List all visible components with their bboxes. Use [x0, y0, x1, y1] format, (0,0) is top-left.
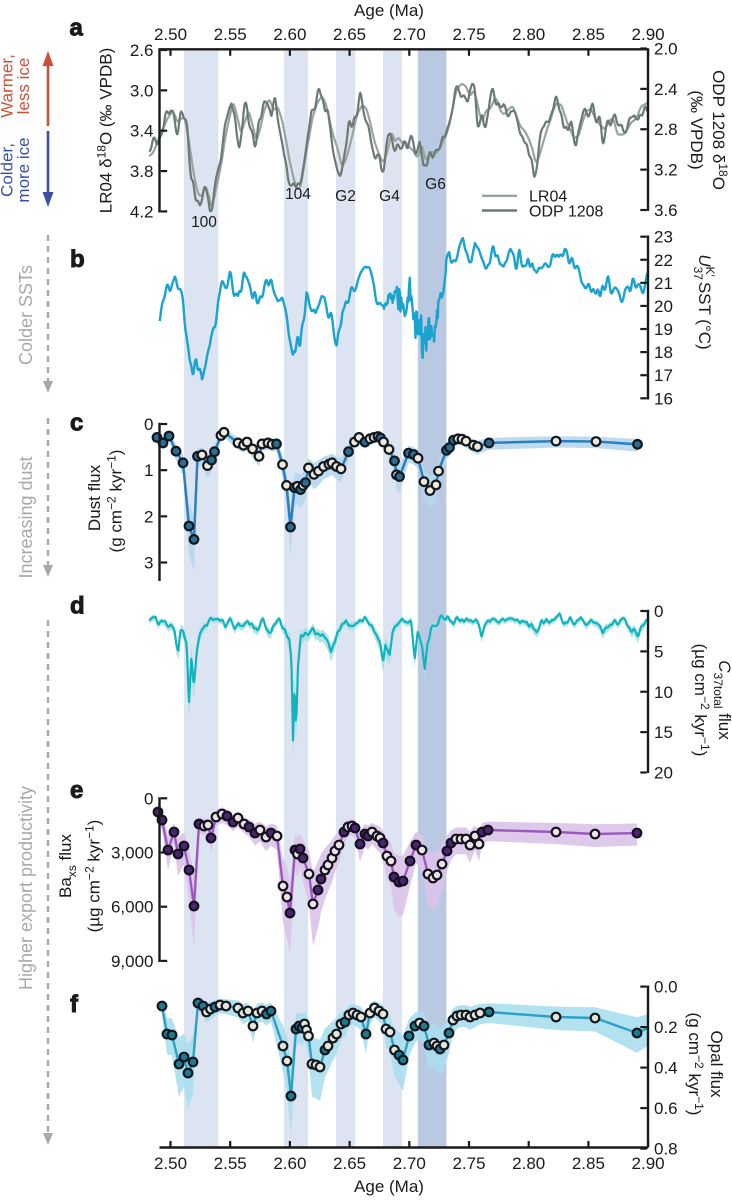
svg-text:Opal flux: Opal flux — [707, 1030, 726, 1098]
svg-text:3: 3 — [144, 554, 153, 573]
svg-text:2.75: 2.75 — [452, 25, 485, 44]
svg-text:3.4: 3.4 — [130, 122, 154, 141]
svg-text:20: 20 — [654, 297, 673, 316]
svg-text:d: d — [70, 593, 85, 620]
svg-text:0: 0 — [654, 602, 663, 621]
svg-text:17: 17 — [654, 366, 673, 385]
svg-text:ODP 1208 δ18O: ODP 1208 δ18O — [709, 70, 730, 190]
svg-text:less ice: less ice — [14, 58, 33, 115]
svg-text:2.60: 2.60 — [273, 25, 306, 44]
svg-text:Baxs flux: Baxs flux — [56, 834, 79, 898]
svg-text:4.2: 4.2 — [130, 202, 154, 221]
svg-text:2.90: 2.90 — [632, 1154, 665, 1173]
svg-text:C37total flux: C37total flux — [711, 660, 732, 740]
svg-text:G6: G6 — [425, 176, 446, 193]
svg-text:2.6: 2.6 — [130, 41, 154, 60]
svg-text:0: 0 — [144, 789, 153, 808]
svg-text:6,000: 6,000 — [111, 898, 154, 917]
svg-text:Age (Ma): Age (Ma) — [354, 1, 424, 20]
svg-text:2.80: 2.80 — [512, 1154, 545, 1173]
svg-text:Higher export productivity: Higher export productivity — [16, 786, 36, 990]
svg-text:G4: G4 — [379, 188, 400, 205]
svg-text:f: f — [70, 991, 79, 1018]
svg-text:2.80: 2.80 — [512, 25, 545, 44]
svg-text:2.55: 2.55 — [214, 25, 247, 44]
svg-text:22: 22 — [654, 251, 673, 270]
svg-text:104: 104 — [285, 186, 311, 203]
svg-text:a: a — [70, 15, 84, 42]
svg-text:Colder,: Colder, — [0, 143, 17, 197]
svg-text:0: 0 — [144, 415, 153, 434]
svg-text:more ice: more ice — [14, 137, 33, 202]
svg-text:10: 10 — [654, 683, 673, 702]
svg-text:(µg cm−2 kyr−1): (µg cm−2 kyr−1) — [83, 820, 104, 933]
svg-text:19: 19 — [654, 320, 673, 339]
svg-text:2.8: 2.8 — [654, 120, 678, 139]
svg-text:18: 18 — [654, 343, 673, 362]
svg-text:LR04 δ18O (‰ VPDB): LR04 δ18O (‰ VPDB) — [95, 48, 116, 213]
svg-text:20: 20 — [654, 764, 673, 783]
svg-text:LR04: LR04 — [529, 189, 567, 206]
svg-text:3.6: 3.6 — [654, 201, 678, 220]
svg-text:3.8: 3.8 — [130, 162, 154, 181]
svg-text:2.4: 2.4 — [654, 80, 678, 99]
svg-text:9,000: 9,000 — [111, 952, 154, 971]
svg-text:2.60: 2.60 — [273, 1154, 306, 1173]
svg-text:2.50: 2.50 — [154, 1154, 187, 1173]
svg-text:2.85: 2.85 — [572, 25, 605, 44]
svg-text:Age (Ma): Age (Ma) — [354, 1177, 424, 1196]
svg-text:2.55: 2.55 — [214, 1154, 247, 1173]
svg-text:b: b — [70, 246, 85, 273]
svg-text:e: e — [70, 777, 83, 804]
svg-text:2.90: 2.90 — [632, 25, 665, 44]
svg-text:2.0: 2.0 — [654, 40, 678, 59]
svg-text:15: 15 — [654, 723, 673, 742]
svg-text:Dust flux: Dust flux — [85, 464, 104, 531]
svg-text:c: c — [70, 410, 83, 437]
svg-text:2: 2 — [144, 507, 153, 526]
svg-text:(g cm−2 kyr−1): (g cm−2 kyr−1) — [105, 450, 126, 553]
svg-text:3.0: 3.0 — [130, 81, 154, 100]
svg-text:0.8: 0.8 — [654, 1140, 678, 1159]
svg-text:2.70: 2.70 — [393, 25, 426, 44]
svg-text:3.2: 3.2 — [654, 161, 678, 180]
svg-text:1: 1 — [144, 461, 153, 480]
svg-text:5: 5 — [654, 642, 663, 661]
svg-text:0.0: 0.0 — [654, 978, 678, 997]
svg-text:Increasing dust: Increasing dust — [16, 456, 36, 578]
svg-text:16: 16 — [654, 389, 673, 408]
svg-text:G2: G2 — [335, 188, 356, 205]
svg-text:2.65: 2.65 — [333, 1154, 366, 1173]
svg-text:2.65: 2.65 — [333, 25, 366, 44]
svg-text:(µg cm−2 kyr−1): (µg cm−2 kyr−1) — [691, 644, 712, 757]
svg-text:3,000: 3,000 — [111, 844, 154, 863]
svg-text:0.6: 0.6 — [654, 1099, 678, 1118]
svg-text:2.50: 2.50 — [154, 25, 187, 44]
svg-text:21: 21 — [654, 274, 673, 293]
svg-text:U37K′SST (°C): U37K′SST (°C) — [691, 254, 717, 349]
svg-text:0.2: 0.2 — [654, 1018, 678, 1037]
svg-text:100: 100 — [191, 214, 217, 231]
svg-text:2.85: 2.85 — [572, 1154, 605, 1173]
svg-text:(g cm−2 kyr−1): (g cm−2 kyr−1) — [685, 1013, 706, 1116]
svg-text:Warmer,: Warmer, — [0, 54, 17, 118]
svg-text:Colder SSTs: Colder SSTs — [16, 265, 36, 365]
svg-text:0.4: 0.4 — [654, 1059, 678, 1078]
svg-text:ODP 1208: ODP 1208 — [529, 204, 604, 221]
svg-text:2.70: 2.70 — [393, 1154, 426, 1173]
svg-text:(‰ VPDB): (‰ VPDB) — [687, 90, 706, 169]
svg-text:23: 23 — [654, 228, 673, 247]
svg-text:2.75: 2.75 — [452, 1154, 485, 1173]
